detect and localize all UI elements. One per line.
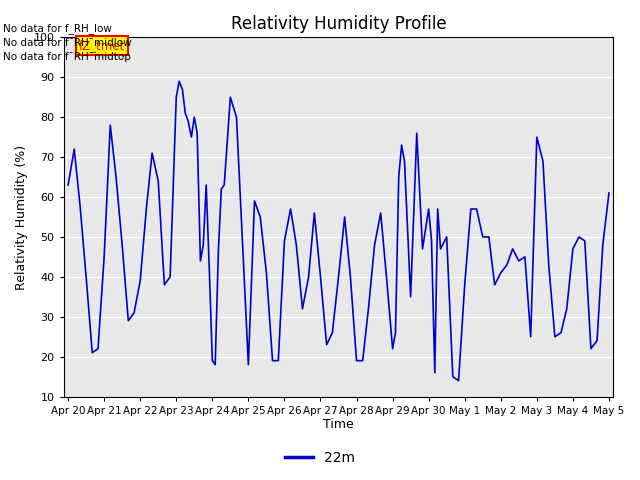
Text: No data for f¯RH¯midtop: No data for f¯RH¯midtop bbox=[3, 52, 131, 62]
Y-axis label: Relativity Humidity (%): Relativity Humidity (%) bbox=[15, 144, 28, 289]
Title: Relativity Humidity Profile: Relativity Humidity Profile bbox=[230, 15, 446, 33]
X-axis label: Time: Time bbox=[323, 419, 354, 432]
Legend: 22m: 22m bbox=[280, 445, 360, 471]
Text: fZ_tmet: fZ_tmet bbox=[79, 39, 125, 52]
Text: No data for f_RH_low: No data for f_RH_low bbox=[3, 23, 112, 34]
Text: No data for f¯RH¯midlow: No data for f¯RH¯midlow bbox=[3, 37, 132, 48]
